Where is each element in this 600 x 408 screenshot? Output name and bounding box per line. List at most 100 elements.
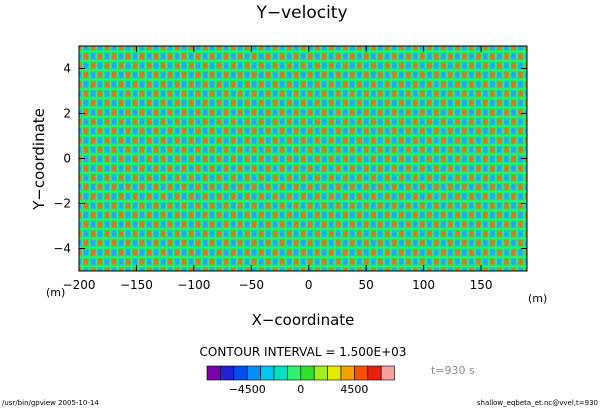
heatmap-cell xyxy=(294,100,299,106)
heatmap-cell xyxy=(160,230,166,237)
colorbar-swatch xyxy=(206,365,221,381)
heatmap-cell xyxy=(189,137,194,144)
heatmap-cell-halo xyxy=(489,34,495,42)
heatmap-cell xyxy=(350,221,355,228)
heatmap-cell xyxy=(224,128,229,134)
heatmap-cell xyxy=(294,137,299,144)
heatmap-cell xyxy=(427,249,432,256)
heatmap-cell xyxy=(196,90,201,97)
heatmap-cell xyxy=(133,35,137,41)
heatmap-cell xyxy=(224,240,229,246)
heatmap-cell xyxy=(167,118,173,125)
heatmap-cell xyxy=(83,90,89,97)
heatmap-cell xyxy=(210,268,215,271)
heatmap-cell xyxy=(189,25,193,31)
heatmap-cell xyxy=(153,46,159,50)
heatmap-cell xyxy=(343,165,348,172)
heatmap-cell xyxy=(280,53,285,60)
heatmap-cell xyxy=(259,268,264,271)
heatmap-cell-halo xyxy=(532,71,538,79)
heatmap-cell xyxy=(315,128,320,134)
footer-right: shallow_eqbeta_et.nc@vvel,t=930 xyxy=(477,399,598,407)
heatmap-cell xyxy=(83,100,89,106)
heatmap-cell xyxy=(392,137,397,144)
heatmap-cell xyxy=(252,249,257,256)
colorbar-swatch xyxy=(367,365,382,381)
heatmap-cell xyxy=(336,35,340,41)
heatmap-cell xyxy=(336,109,341,116)
heatmap-cell xyxy=(174,202,180,209)
heatmap-cell xyxy=(104,184,110,190)
heatmap-cell xyxy=(118,193,124,200)
heatmap-cell xyxy=(231,240,236,246)
heatmap-cell xyxy=(287,146,292,153)
heatmap-cell-halo xyxy=(440,34,446,42)
heatmap-cell xyxy=(350,128,355,134)
x-tick-label: 150 xyxy=(470,278,493,292)
heatmap-cell xyxy=(357,165,362,172)
heatmap-cell xyxy=(385,221,390,228)
heatmap-cell xyxy=(518,137,523,144)
heatmap-cell xyxy=(111,100,117,106)
heatmap-cell xyxy=(392,240,397,246)
heatmap-cell xyxy=(146,174,152,181)
heatmap-cell xyxy=(455,230,460,237)
heatmap-cell xyxy=(511,146,516,153)
heatmap-cell xyxy=(462,72,467,78)
heatmap-cell xyxy=(252,146,257,153)
heatmap-cell xyxy=(224,25,228,31)
heatmap-cell xyxy=(448,53,453,60)
heatmap-cell-halo xyxy=(286,24,292,32)
heatmap-cell xyxy=(497,46,502,50)
heatmap-cell xyxy=(231,137,236,144)
heatmap-cell-halo xyxy=(433,24,439,32)
heatmap-cell xyxy=(315,62,320,69)
heatmap-cell xyxy=(392,53,397,60)
heatmap-cell xyxy=(455,258,460,265)
heatmap-cell xyxy=(511,249,516,256)
heatmap-cell-halo xyxy=(258,24,264,32)
heatmap-cell-halo xyxy=(356,34,362,42)
heatmap-cell xyxy=(497,165,502,172)
heatmap-cell xyxy=(476,46,481,50)
heatmap-cell xyxy=(266,146,271,153)
heatmap-cell xyxy=(273,109,278,116)
heatmap-cell xyxy=(132,62,138,69)
heatmap-cell xyxy=(83,230,89,237)
heatmap-cell xyxy=(280,137,285,144)
heatmap-cell xyxy=(126,25,130,31)
heatmap-cell xyxy=(525,268,527,271)
heatmap-cell xyxy=(139,165,145,172)
heatmap-cell xyxy=(392,100,397,106)
heatmap-cell xyxy=(118,46,124,50)
heatmap-cell xyxy=(294,72,299,78)
heatmap-cell-halo xyxy=(377,34,383,42)
heatmap-cell xyxy=(294,221,299,228)
heatmap-cell xyxy=(104,221,110,228)
heatmap-cell-halo xyxy=(321,24,327,32)
heatmap-cell-halo xyxy=(223,34,229,42)
heatmap-cell xyxy=(413,62,418,69)
heatmap-cell xyxy=(79,90,82,97)
heatmap-cell xyxy=(217,46,222,50)
heatmap-cell xyxy=(315,184,320,190)
heatmap-cell xyxy=(511,62,516,69)
heatmap-cell xyxy=(111,109,117,116)
heatmap-cell xyxy=(189,72,194,78)
heatmap-cell-halo xyxy=(496,34,502,42)
heatmap-cell xyxy=(392,184,397,190)
heatmap-cell xyxy=(441,268,446,271)
heatmap-cell xyxy=(511,212,516,218)
heatmap-cell xyxy=(399,53,404,60)
heatmap-cell xyxy=(329,46,334,50)
heatmap-cell xyxy=(287,137,292,144)
heatmap-cell xyxy=(203,90,208,97)
heatmap-cell xyxy=(140,35,144,41)
heatmap-cell xyxy=(167,174,173,181)
heatmap-cell xyxy=(427,109,432,116)
heatmap-cell xyxy=(189,221,194,228)
heatmap-cell xyxy=(434,128,439,134)
heatmap-cell xyxy=(336,72,341,78)
heatmap-cell xyxy=(455,146,460,153)
heatmap-cell xyxy=(224,100,229,106)
